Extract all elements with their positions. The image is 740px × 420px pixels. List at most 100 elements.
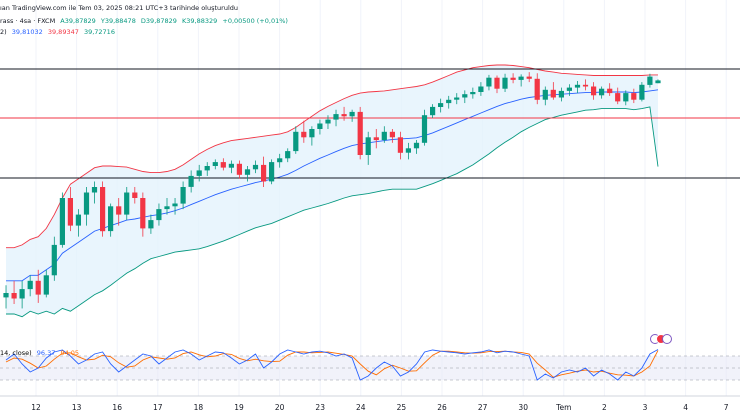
candle-body <box>365 137 371 155</box>
candle-body <box>470 92 476 95</box>
candle-body <box>180 187 186 204</box>
candle-body <box>333 114 339 120</box>
candle-body <box>405 148 411 153</box>
candle-body <box>647 76 653 85</box>
bb-prefix: 2) <box>0 28 7 36</box>
candle-body <box>599 88 605 96</box>
candle-body <box>261 164 267 182</box>
x-tick-label: 12 <box>31 403 41 412</box>
candle-body <box>204 166 210 171</box>
x-tick-label: 18 <box>194 403 204 412</box>
x-tick-label: 26 <box>437 403 447 412</box>
candle-body <box>421 115 428 143</box>
candle-body <box>148 220 154 229</box>
x-tick-label: 17 <box>153 403 163 412</box>
ohlc-low: D39,87829 <box>141 17 177 25</box>
event-badge-icon <box>662 334 672 344</box>
osc-d-value: 94,05 <box>60 349 80 357</box>
candle-body <box>59 198 65 245</box>
open-value: 39,87829 <box>64 17 96 25</box>
candle-body <box>518 76 524 80</box>
x-tick-label: 23 <box>315 403 325 412</box>
candle-body <box>357 111 363 155</box>
candle-body <box>607 88 613 94</box>
ohlc-close: K39,88329 <box>182 17 217 25</box>
candle-body <box>252 164 259 170</box>
symbol-text: rass · 4sa · FXCM <box>0 17 56 25</box>
bollinger-fill <box>6 65 658 317</box>
candle-body <box>164 206 170 210</box>
osc-label: 14, close) <box>0 349 32 357</box>
candle-body <box>494 77 500 89</box>
candle-body <box>83 192 90 215</box>
high-label: Y <box>100 17 105 25</box>
low-value: 39,87829 <box>145 17 177 25</box>
candle-body <box>566 87 572 91</box>
candle-body <box>196 170 202 176</box>
candle-body <box>188 175 194 187</box>
candle-body <box>502 77 508 89</box>
candle-body <box>582 84 589 87</box>
x-tick-label: 25 <box>397 403 407 412</box>
candle-body <box>373 137 379 141</box>
candle-body <box>269 162 275 182</box>
osc-k-value: 96,37 <box>36 349 56 357</box>
candle-body <box>381 131 387 141</box>
candle-body <box>220 162 226 168</box>
candle-body <box>91 187 98 193</box>
candle-body <box>558 90 564 98</box>
candle-body <box>309 129 315 138</box>
bollinger-upper-line <box>6 64 658 249</box>
candle-body <box>655 80 661 84</box>
candle-body <box>244 169 251 175</box>
stoch-band-fill <box>0 356 740 380</box>
x-tick-label: 7 <box>724 403 729 412</box>
x-tick-label: 13 <box>72 403 82 412</box>
candle-body <box>285 151 291 159</box>
high-value: 39,88478 <box>104 17 136 25</box>
candle-body <box>478 86 484 92</box>
candle-body <box>67 198 73 226</box>
candle-body <box>51 244 57 276</box>
x-tick-label: 3 <box>643 403 648 412</box>
candle-body <box>325 119 331 124</box>
candle-body <box>236 163 242 175</box>
candle-body <box>156 209 162 221</box>
candle-body <box>293 131 299 152</box>
candle-body <box>11 293 17 299</box>
x-tick-label: 4 <box>683 403 688 412</box>
candle-body <box>132 192 138 198</box>
candle-body <box>526 76 532 79</box>
bb-legend: 2) 39,81032 39,89347 39,72716 <box>0 28 115 36</box>
candle-body <box>172 203 178 207</box>
candle-body <box>462 94 468 98</box>
candle-body <box>446 99 452 104</box>
candle-body <box>341 114 347 117</box>
ohlc-open: A39,87829 <box>60 17 95 25</box>
candle-body <box>116 206 122 215</box>
candle-body <box>631 93 637 100</box>
x-tick-label: 30 <box>518 403 528 412</box>
x-tick-label: 24 <box>356 403 366 412</box>
candle-body <box>623 93 629 102</box>
candle-body <box>212 162 218 166</box>
candle-body <box>639 84 645 100</box>
symbol-line: rass · 4sa · FXCM A39,87829 Y39,88478 D3… <box>0 17 288 25</box>
source-text: ıan TradingView.com ile Tem 03, 2025 08:… <box>0 4 238 12</box>
source-line: ıan TradingView.com ile Tem 03, 2025 08:… <box>0 4 238 12</box>
x-tick-label: Tem <box>555 403 571 412</box>
candle-body <box>228 163 234 168</box>
candle-body <box>389 131 395 138</box>
candle-body <box>124 192 130 215</box>
candle-body <box>550 89 556 98</box>
candle-body <box>430 106 436 116</box>
candle-body <box>35 280 41 295</box>
candle-body <box>317 123 323 129</box>
candle-body <box>510 77 516 80</box>
x-tick-label: 2 <box>602 403 607 412</box>
open-label: A <box>60 17 65 25</box>
x-tick-label: 19 <box>234 403 244 412</box>
bollinger-basis-line <box>6 89 659 282</box>
candle-body <box>27 280 33 290</box>
